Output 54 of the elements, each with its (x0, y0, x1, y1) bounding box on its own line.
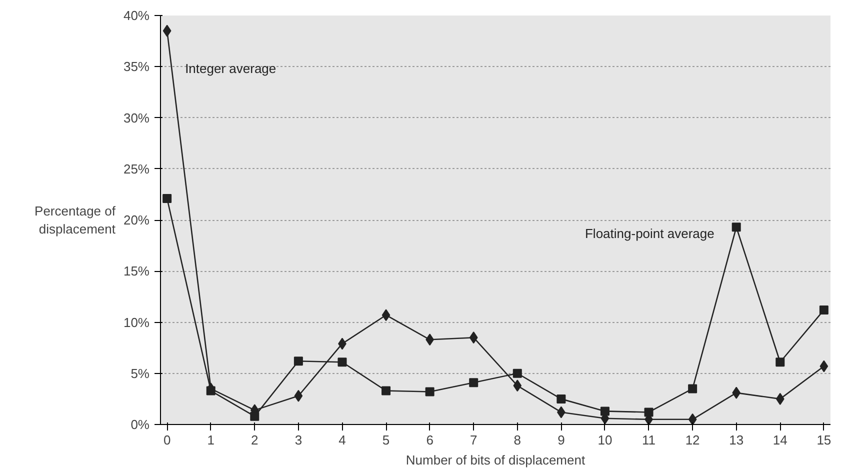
point (382, 386, 391, 396)
series-label: Integer average (185, 60, 276, 76)
y-tick-label: 40% (123, 8, 150, 23)
point (469, 332, 478, 344)
point (732, 222, 741, 232)
point (556, 394, 566, 404)
y-tick-label: 10% (123, 314, 150, 330)
x-tick-label: 2 (251, 432, 258, 448)
x-tick-label: 15 (816, 432, 832, 448)
x-tick-label: 12 (685, 432, 700, 448)
point (294, 356, 303, 366)
y-tick-label: 0% (130, 417, 150, 432)
point (382, 309, 390, 322)
y-tick-label: 20% (123, 212, 150, 228)
point (819, 305, 828, 314)
point (206, 386, 216, 396)
x-tick-label: 9 (558, 432, 565, 448)
point (732, 386, 741, 399)
point (162, 194, 172, 204)
x-tick-label: 3 (294, 432, 302, 448)
x-axis-title: Number of bits of displacement (406, 452, 586, 468)
y-tick-label: 35% (123, 59, 150, 74)
point (688, 384, 698, 394)
y-tick-label: 15% (123, 264, 150, 279)
point (162, 24, 172, 37)
y-tick-label: 30% (123, 110, 150, 126)
point (688, 413, 697, 424)
x-tick-label: 0 (163, 432, 171, 448)
x-tick-label: 13 (729, 432, 744, 448)
point (513, 380, 522, 392)
x-tick-label: 7 (470, 432, 478, 448)
x-tick-label: 8 (514, 432, 522, 448)
point (820, 360, 828, 372)
x-tick-label: 6 (426, 432, 434, 448)
point (338, 358, 347, 367)
x-tick-label: 5 (382, 432, 390, 448)
x-tick-label: 11 (642, 432, 656, 448)
point (294, 390, 303, 402)
x-tick-label: 14 (772, 432, 788, 448)
point (469, 378, 478, 388)
y-axis-title: Percentage of displacement (34, 204, 116, 236)
point (644, 408, 654, 417)
point (425, 387, 434, 396)
point (776, 392, 784, 405)
point (512, 368, 522, 378)
point (776, 358, 785, 367)
x-tick-label: 4 (338, 432, 346, 448)
series-label: Floating-point average (584, 226, 714, 242)
x-tick-label: 10 (598, 432, 612, 448)
y-tick-label: 25% (123, 161, 150, 176)
y-tick-label: 5% (130, 366, 150, 381)
x-tick-label: 1 (207, 432, 214, 448)
point (600, 406, 610, 416)
point (250, 412, 260, 421)
